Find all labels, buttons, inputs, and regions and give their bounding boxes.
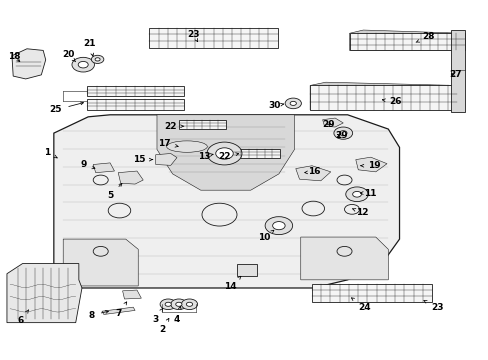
Text: 24: 24 [351,298,370,312]
Bar [237,264,257,276]
Circle shape [206,142,242,165]
Text: 30: 30 [268,101,283,110]
Bar [179,120,225,129]
Circle shape [272,221,285,230]
Text: 18: 18 [8,53,20,62]
Text: 17: 17 [158,139,178,148]
Text: 23: 23 [186,30,199,42]
Polygon shape [122,290,141,299]
Text: 5: 5 [107,183,122,200]
Text: 22: 22 [218,152,238,161]
Text: 20: 20 [62,50,76,62]
Text: 13: 13 [197,152,213,161]
Polygon shape [118,171,143,184]
Text: 14: 14 [224,276,241,291]
Polygon shape [102,307,135,315]
Text: 15: 15 [133,155,152,164]
Circle shape [352,192,361,197]
Polygon shape [322,118,343,127]
Circle shape [165,302,171,306]
Bar [349,33,464,50]
Circle shape [95,58,100,61]
Circle shape [339,131,346,136]
Text: 2: 2 [159,318,168,334]
Polygon shape [295,166,330,181]
Circle shape [264,217,292,235]
Polygon shape [63,239,138,286]
Text: 7: 7 [115,302,126,318]
Circle shape [289,102,296,105]
Circle shape [215,148,233,159]
Bar [233,149,280,158]
Text: 16: 16 [304,167,320,176]
Polygon shape [157,115,294,190]
Circle shape [72,57,94,72]
Circle shape [333,127,352,139]
Polygon shape [450,30,464,112]
Text: 1: 1 [44,148,57,158]
Text: 11: 11 [360,189,376,198]
Text: 10: 10 [258,230,273,242]
Text: 12: 12 [352,208,367,217]
Text: 19: 19 [360,161,380,170]
Polygon shape [12,49,45,79]
Bar [149,28,277,48]
Text: 4: 4 [173,306,181,324]
Circle shape [91,55,103,63]
Text: 21: 21 [83,39,96,56]
Polygon shape [7,264,82,323]
Text: 23: 23 [423,301,443,312]
Text: 27: 27 [448,69,461,78]
Bar [309,85,456,110]
Text: 8: 8 [88,311,108,320]
Bar [311,284,431,302]
Text: 29: 29 [322,121,334,130]
Circle shape [345,187,367,202]
Text: 29: 29 [334,131,347,140]
Circle shape [175,302,182,306]
Circle shape [285,98,301,109]
Text: 22: 22 [164,122,183,131]
Polygon shape [300,237,387,280]
Text: 6: 6 [18,310,28,325]
Polygon shape [355,157,386,172]
Bar [87,99,183,109]
Text: 28: 28 [415,32,434,42]
Bar [87,86,183,96]
Text: 26: 26 [382,97,401,106]
Text: 3: 3 [152,309,163,324]
Polygon shape [309,82,456,110]
Circle shape [181,299,197,310]
Text: 25: 25 [49,102,83,114]
Polygon shape [93,163,114,173]
Text: 9: 9 [80,160,95,169]
Circle shape [160,299,176,310]
Polygon shape [54,115,399,288]
Polygon shape [155,153,177,165]
Circle shape [170,299,186,310]
Ellipse shape [166,141,207,152]
Polygon shape [349,30,464,50]
Circle shape [78,62,88,68]
Circle shape [186,302,192,306]
